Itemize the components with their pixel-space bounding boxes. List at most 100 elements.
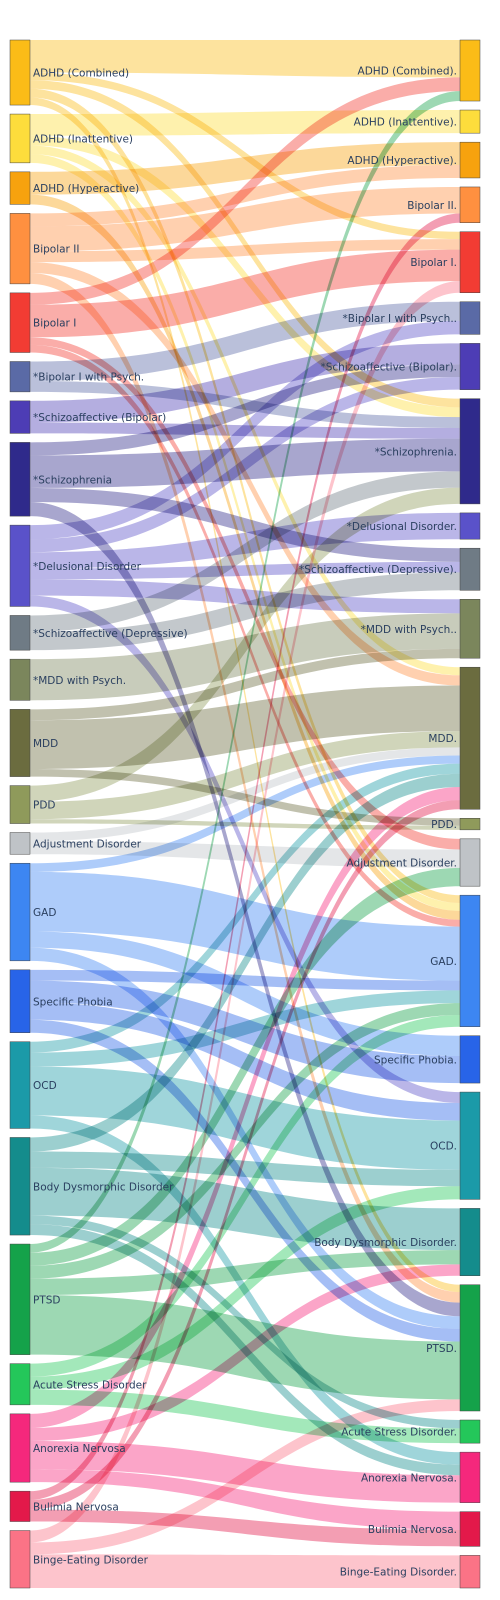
sankey-node-label: *MDD with Psych.. <box>361 624 457 636</box>
sankey-node-label: ADHD (Inattentive). <box>354 117 457 129</box>
sankey-link <box>30 1469 460 1530</box>
sankey-node <box>9 39 31 106</box>
sankey-link <box>30 1014 460 1377</box>
sankey-link <box>30 613 460 701</box>
sankey-link <box>30 273 460 1303</box>
sankey-node-label: ADHD (Inattentive) <box>33 133 133 145</box>
sankey-node <box>459 301 481 335</box>
sankey-node <box>459 231 481 294</box>
sankey-node <box>9 1243 31 1355</box>
sankey-node-label: GAD <box>33 907 56 919</box>
sankey-node-label: Anorexia Nervosa. <box>361 1472 457 1484</box>
labels-layer: ADHD (Combined) ADHD (Inattentive) ADHD (H… <box>33 66 457 1579</box>
sankey-node-label: Bulimia Nervosa. <box>368 1524 457 1536</box>
sankey-link <box>30 471 460 632</box>
sankey-node-label: *Bipolar I with Psych.. <box>343 313 457 325</box>
sankey-node-label: Body Dysmorphic Disorder <box>33 1181 174 1193</box>
sankey-node <box>459 1035 481 1084</box>
sankey-node-label: GAD. <box>430 956 457 968</box>
sankey-node-label: ADHD (Hyperactive). <box>347 155 457 167</box>
sankey-link <box>30 1399 460 1555</box>
sankey-node <box>459 398 481 505</box>
sankey-node-label: Bipolar II. <box>407 200 457 212</box>
sankey-link <box>30 747 460 842</box>
sankey-link <box>30 800 460 1510</box>
sankey-node-label: Body Dysmorphic Disorder. <box>314 1237 457 1249</box>
sankey-node-label: *Bipolar I with Psych. <box>33 372 144 384</box>
sankey-node-label: *MDD with Psych. <box>33 675 126 687</box>
sankey-node <box>9 862 31 962</box>
sankey-node-label: Bipolar I <box>33 318 76 330</box>
sankey-node <box>9 1363 31 1406</box>
sankey-node <box>9 1137 31 1236</box>
sankey-node-label: Bulimia Nervosa <box>33 1501 119 1513</box>
sankey-node-label: ADHD (Hyperactive) <box>33 183 139 195</box>
sankey-node-label: *Schizoaffective (Bipolar). <box>320 362 457 374</box>
sankey-node <box>9 442 31 517</box>
sankey-link <box>30 867 460 1266</box>
sankey-node-label: Binge-Eating Disorder <box>33 1554 149 1566</box>
sankey-node <box>9 709 31 777</box>
sankey-node <box>9 969 31 1033</box>
sankey-node-label: OCD. <box>430 1141 457 1153</box>
sankey-link <box>30 154 460 911</box>
sankey-link <box>30 579 460 614</box>
sankey-link <box>30 773 460 1152</box>
sankey-link <box>30 249 460 338</box>
sankey-link <box>30 1264 460 1441</box>
sankey-node-label: Specific Phobia <box>33 996 113 1008</box>
sankey-node-label: MDD <box>33 738 58 750</box>
sankey-node-label: PDD. <box>431 819 457 831</box>
sankey-link <box>30 1509 460 1547</box>
sankey-link <box>30 97 460 1293</box>
sankey-node-label: Acute Stress Disorder <box>33 1379 147 1391</box>
sankey-node <box>9 361 31 393</box>
sankey-node <box>9 658 31 701</box>
sankey-node <box>9 1041 31 1129</box>
sankey-node <box>459 838 481 887</box>
sankey-link <box>30 72 460 240</box>
sankey-link <box>30 819 460 830</box>
sankey-node-label: OCD <box>33 1080 57 1092</box>
sankey-node-label: Bipolar II <box>33 244 79 256</box>
sankey-node <box>9 400 31 434</box>
sankey-link <box>30 755 460 872</box>
sankey-link <box>30 648 460 721</box>
sankey-node-label: Acute Stress Disorder. <box>341 1427 457 1439</box>
sankey-node <box>459 1555 481 1589</box>
sankey-link <box>30 364 460 456</box>
sankey-node-label: Binge-Eating Disorder. <box>340 1567 457 1579</box>
sankey-link <box>30 80 460 408</box>
sankey-node <box>459 1091 481 1200</box>
sankey-node-label: *Schizophrenia. <box>375 446 457 458</box>
sankey-link <box>30 969 460 991</box>
sankey-node <box>9 1490 31 1522</box>
sankey-link <box>30 239 460 263</box>
sankey-link <box>30 91 460 1253</box>
sankey-node <box>9 615 31 651</box>
sankey-node <box>459 109 481 134</box>
links-layer <box>30 40 460 1588</box>
sankey-node <box>459 343 481 390</box>
sankey-node <box>459 894 481 1027</box>
sankey-node <box>459 547 481 591</box>
sankey-node-label: *Schizophrenia <box>33 474 112 486</box>
sankey-node-label: Bipolar I. <box>410 257 457 269</box>
sankey-node-label: MDD. <box>428 733 457 745</box>
sankey-link <box>30 1554 460 1588</box>
sankey-node <box>459 1419 481 1444</box>
sankey-node <box>459 666 481 810</box>
sankey-link <box>30 110 460 136</box>
sankey-link <box>30 343 460 423</box>
sankey-node <box>9 832 31 855</box>
sankey-node <box>9 113 31 164</box>
sankey-node <box>459 1208 481 1276</box>
sankey-node <box>9 292 31 353</box>
sankey-link <box>30 561 460 580</box>
sankey-node-label: PDD <box>33 800 56 812</box>
sankey-link <box>30 281 460 1543</box>
sankey-link <box>30 931 460 1057</box>
sankey-link <box>30 871 460 981</box>
sankey-link <box>30 1167 460 1251</box>
